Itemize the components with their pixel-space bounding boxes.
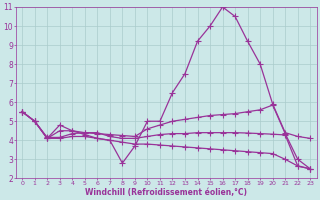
X-axis label: Windchill (Refroidissement éolien,°C): Windchill (Refroidissement éolien,°C) (85, 188, 247, 197)
